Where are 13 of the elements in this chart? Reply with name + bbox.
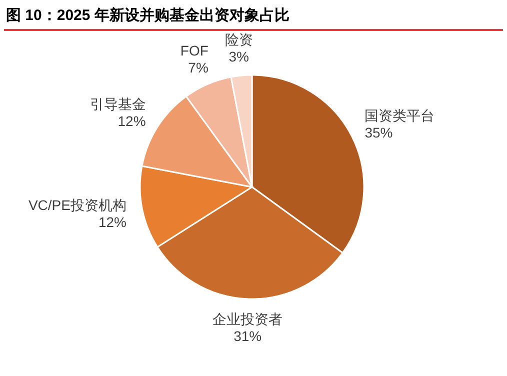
data-label: 31% — [234, 328, 262, 344]
data-label: 7% — [188, 60, 208, 76]
data-label: 12% — [118, 112, 146, 129]
chart-title: 图 10：2025 年新设并购基金出资对象占比 — [6, 6, 290, 24]
slice-label: 国资类平台 — [364, 107, 435, 124]
slice-label: 引导基金 — [90, 96, 146, 112]
data-label: 3% — [228, 48, 249, 65]
data-label: 12% — [98, 214, 126, 230]
slice-label: 险资 — [224, 32, 253, 48]
data-label: 35% — [364, 124, 393, 140]
slice-label: VC/PE投资机构 — [28, 197, 126, 214]
slice-label: FOF — [180, 42, 208, 59]
slice-label: 企业投资者 — [212, 310, 283, 327]
